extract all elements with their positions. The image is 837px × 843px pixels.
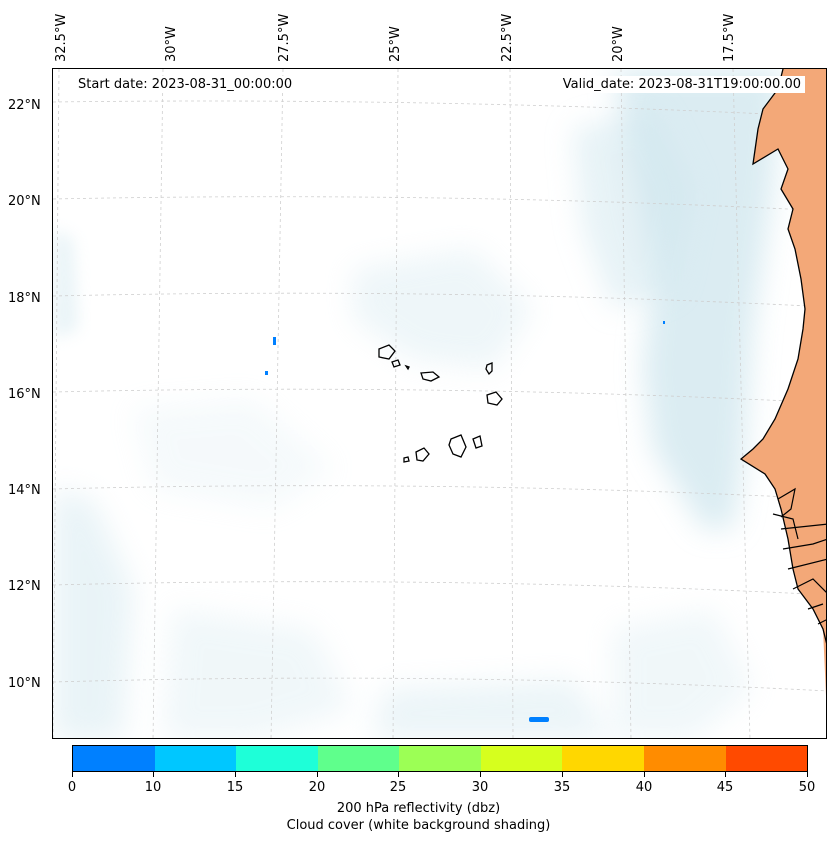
colorbar-segment-0-10 [73, 746, 155, 771]
map-gridlines [53, 69, 826, 738]
colorbar-segment-25-30 [399, 746, 481, 771]
gambia-coastline [772, 487, 826, 625]
colorbar-segment-15-20 [236, 746, 318, 771]
cloud-cover-shading [53, 69, 783, 738]
africa-coastline [739, 69, 826, 644]
start-date-label: Start date: 2023-08-31_00:00:00 [74, 76, 297, 93]
map-panel [52, 68, 827, 739]
colorbar-segment-45-50 [725, 746, 808, 771]
colorbar-tick-label-35: 35 [553, 780, 571, 795]
lat-label-18n: 18°N [8, 291, 41, 306]
cape-verde-islands [378, 344, 503, 463]
lon-label-27-5w: 27.5°W [277, 13, 292, 62]
colorbar-tick-label-25: 25 [389, 780, 407, 795]
colorbar-segment-20-25 [317, 746, 400, 771]
valid-date-label: Valid_date: 2023-08-31T19:00:00.00 [558, 76, 805, 93]
africa-land [741, 69, 826, 696]
map-canvas [53, 69, 826, 738]
colorbar-tick-label-0: 0 [67, 780, 77, 795]
colorbar-tick-label-10: 10 [144, 780, 162, 795]
colorbar-tick-label-50: 50 [798, 780, 816, 795]
colorbar-tick-label-45: 45 [716, 780, 734, 795]
lat-label-10n: 10°N [8, 676, 41, 691]
colorbar-subtitle: Cloud cover (white background shading) [286, 818, 551, 833]
colorbar-segment-10-15 [154, 746, 237, 771]
lat-label-14n: 14°N [8, 483, 41, 498]
reflectivity-colorbar [72, 745, 808, 772]
lon-label-32-5w: 32.5°W [54, 13, 69, 62]
lat-label-22n: 22°N [8, 98, 41, 113]
colorbar-segment-35-40 [562, 746, 644, 771]
colorbar-tick-label-30: 30 [471, 780, 489, 795]
lon-label-30w: 30°W [164, 26, 179, 62]
colorbar-tick-label-40: 40 [635, 780, 653, 795]
reflectivity-cells [265, 321, 665, 722]
colorbar-segment-40-45 [643, 746, 726, 771]
lon-label-25w: 25°W [388, 26, 403, 62]
lon-label-22-5w: 22.5°W [500, 13, 515, 62]
colorbar-tick-label-15: 15 [226, 780, 244, 795]
colorbar-title: 200 hPa reflectivity (dbz) [336, 801, 501, 816]
lon-label-20w: 20°W [611, 26, 626, 62]
lat-label-12n: 12°N [8, 579, 41, 594]
lat-label-16n: 16°N [8, 387, 41, 402]
lon-label-17-5w: 17.5°W [722, 13, 737, 62]
lat-label-20n: 20°N [8, 194, 41, 209]
colorbar-tick-label-20: 20 [308, 780, 326, 795]
colorbar-segment-30-35 [480, 746, 563, 771]
